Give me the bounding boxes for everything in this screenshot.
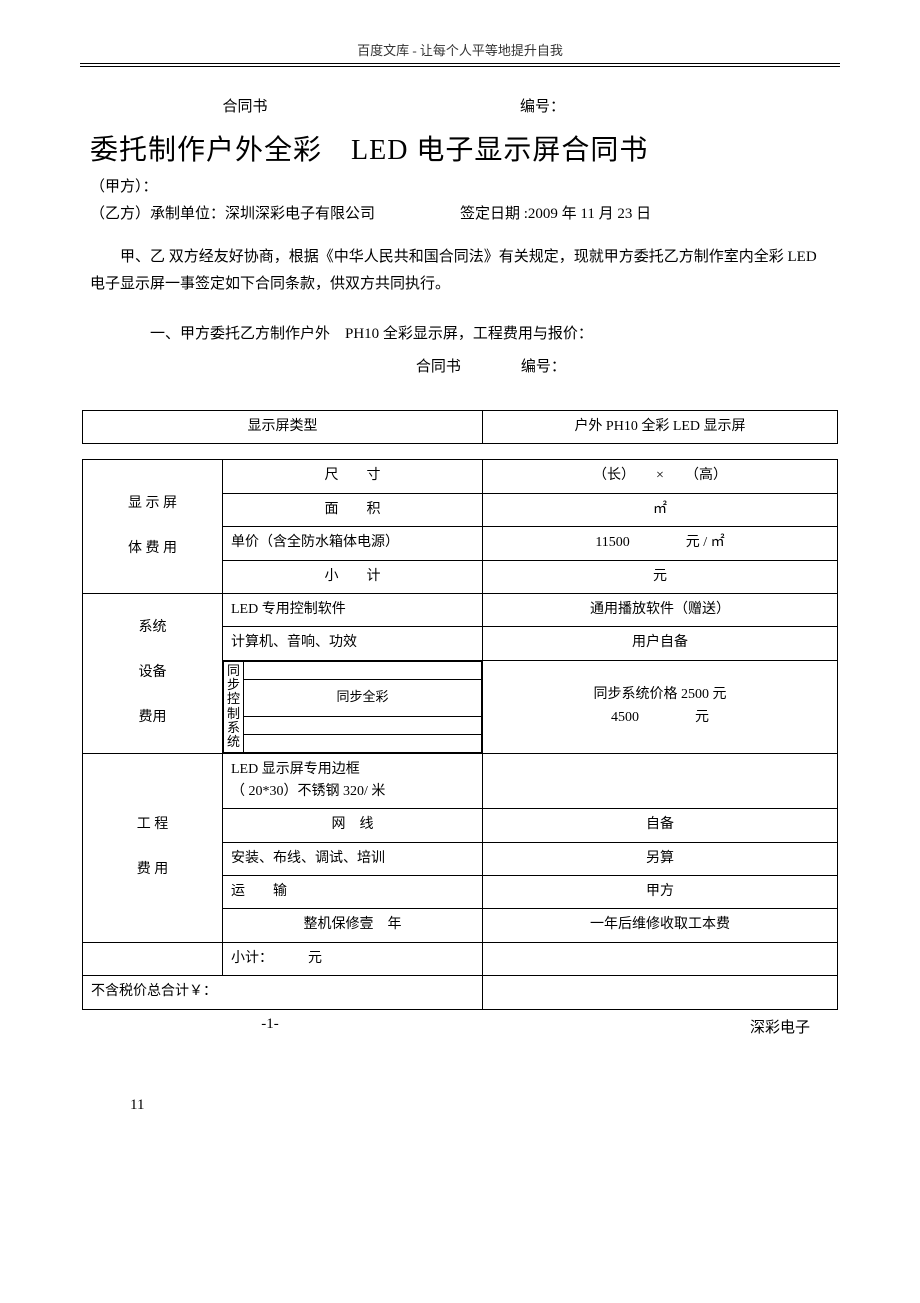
frame-label: LED 显示屏专用边框 （ 20*30）不锈钢 320/ 米 [223, 753, 483, 809]
eng-sub-label: 小计： 元 [223, 942, 483, 975]
pc-label: 计算机、音响、功效 [223, 627, 483, 660]
page-number: -1- [90, 1016, 450, 1037]
total-value [483, 976, 838, 1009]
pg11: 11 [80, 1097, 840, 1114]
footer-brand: 深彩电子 [450, 1016, 830, 1037]
header-tagline: - 让每个人平等地提升自我 [412, 43, 563, 58]
intro-paragraph: 甲、乙 双方经友好协商，根据《中华人民共和国合同法》有关规定，现就甲方委托乙方制… [80, 228, 840, 308]
topline: 合同书 编号： [80, 95, 840, 116]
size-label: 尺 寸 [223, 460, 483, 493]
size-value: （长） × （高） [483, 460, 838, 493]
row-soft: 系统 设备 费用 LED 专用控制软件 通用播放软件（赠送） [83, 593, 838, 626]
row-total: 不含税价总合计￥： [83, 976, 838, 1009]
sync-empty-2 [244, 716, 482, 734]
sync-empty-3 [244, 734, 482, 752]
cable-value: 自备 [483, 809, 838, 842]
subtotal-value: 元 [483, 560, 838, 593]
sync-cell: 同步控制系统 同步全彩 [223, 660, 483, 753]
soft-value: 通用播放软件（赠送） [483, 593, 838, 626]
area-label: 面 积 [223, 493, 483, 526]
section-one: 一、甲方委托乙方制作户外 PH10 全彩显示屏，工程费用与报价： [80, 308, 840, 349]
eng-sub-empty [483, 942, 838, 975]
row-frame: 工 程 费 用 LED 显示屏专用边框 （ 20*30）不锈钢 320/ 米 [83, 753, 838, 809]
midline: 合同书 编号： [80, 349, 840, 382]
soft-label: LED 专用控制软件 [223, 593, 483, 626]
header-rule [80, 63, 840, 67]
sys-group: 系统 设备 费用 [83, 593, 223, 753]
row-eng-sub: 小计： 元 [83, 942, 838, 975]
type-value: 户外 PH10 全彩 LED 显示屏 [483, 411, 838, 444]
sync-value-1: 同步系统价格 2500 元 [491, 684, 829, 706]
midline-right: 编号： [491, 355, 830, 376]
header-source: 百度文库 - 让每个人平等地提升自我 [80, 40, 840, 59]
warranty-r: 一年后维修收取工本费 [483, 909, 838, 942]
topline-right: 编号： [400, 95, 830, 116]
party-a: （甲方）： [90, 174, 830, 201]
sync-side: 同步控制系统 [224, 661, 244, 752]
sign-date: 签定日期 :2009 年 11 月 23 日 [460, 201, 830, 228]
frame-value [483, 753, 838, 809]
total-label: 不含税价总合计￥： [83, 976, 483, 1009]
unit-label: 单价（含全防水箱体电源） [223, 527, 483, 560]
sync-empty-1 [244, 661, 482, 679]
parties: （甲方）： （乙方）承制单位：深圳深彩电子有限公司 签定日期 :2009 年 1… [80, 174, 840, 228]
footer: -1- 深彩电子 [80, 1016, 840, 1037]
row-size: 显 示 屏 体 费 用 尺 寸 （长） × （高） [83, 460, 838, 493]
sync-value: 同步系统价格 2500 元 4500 元 [483, 660, 838, 753]
midline-left: 合同书 [90, 355, 491, 376]
header-source-text: 百度文库 [357, 43, 409, 58]
body-group: 显 示 屏 体 费 用 [83, 460, 223, 594]
party-b: （乙方）承制单位：深圳深彩电子有限公司 [90, 201, 460, 228]
eng-group: 工 程 费 用 [83, 753, 223, 942]
sync-label: 同步全彩 [244, 679, 482, 716]
subtotal-label: 小 计 [223, 560, 483, 593]
gap-row [83, 444, 838, 460]
eng-sub-blank [83, 942, 223, 975]
topline-left: 合同书 [90, 95, 400, 116]
pc-value: 用户自备 [483, 627, 838, 660]
page-title: 委托制作户外全彩 LED 电子显示屏合同书 [80, 122, 840, 174]
warranty-l: 整机保修壹 年 [223, 909, 483, 942]
cable-label: 网 线 [223, 809, 483, 842]
ship-value: 甲方 [483, 876, 838, 909]
area-value: ㎡ [483, 493, 838, 526]
sync-value-2: 4500 元 [491, 707, 829, 729]
ship-label: 运 输 [223, 876, 483, 909]
install-label: 安装、布线、调试、培训 [223, 842, 483, 875]
install-value: 另算 [483, 842, 838, 875]
row-type: 显示屏类型 户外 PH10 全彩 LED 显示屏 [83, 411, 838, 444]
type-label: 显示屏类型 [83, 411, 483, 444]
quote-table: 显示屏类型 户外 PH10 全彩 LED 显示屏 显 示 屏 体 费 用 尺 寸… [80, 410, 840, 1010]
unit-value: 11500 元 / ㎡ [483, 527, 838, 560]
